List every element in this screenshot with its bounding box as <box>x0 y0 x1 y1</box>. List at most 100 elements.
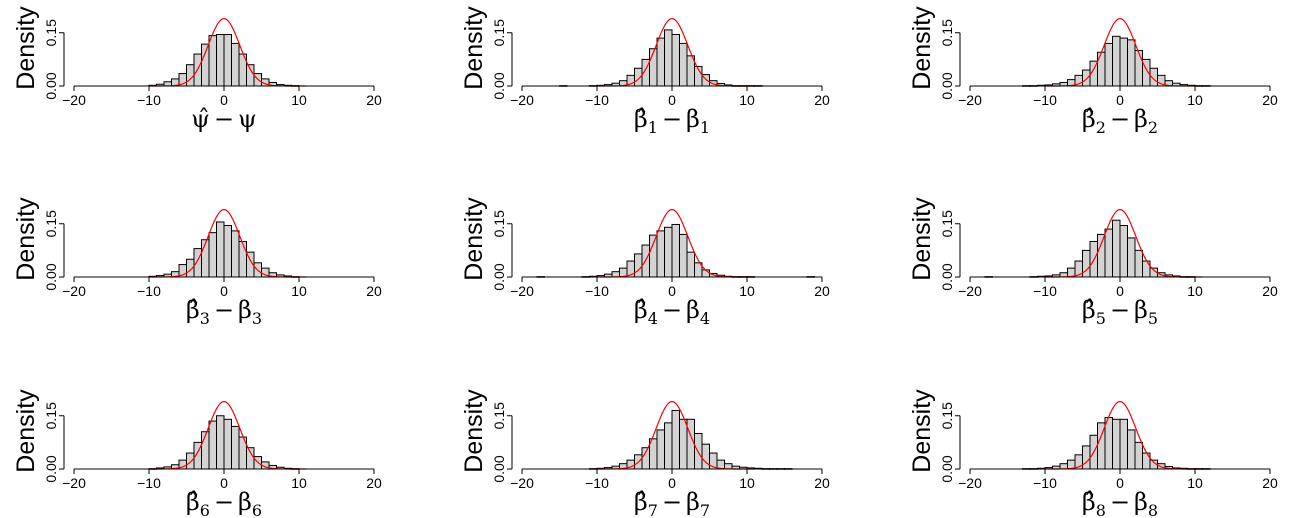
histogram-bar <box>679 233 688 278</box>
y-tick-label: 0.15 <box>939 19 955 46</box>
x-axis-label: β̂8− β8 <box>1082 488 1158 518</box>
histogram-bar <box>1104 228 1113 278</box>
histogram-bar <box>649 234 658 278</box>
histogram-bar <box>656 37 665 87</box>
x-axis-label: β̂5− β5 <box>1082 296 1158 328</box>
y-axis-label: Density <box>460 6 488 90</box>
y-axis: 0.00 0.15 <box>43 210 65 291</box>
histogram-bar <box>186 64 195 87</box>
x-axis-label: β̂1− β1 <box>634 105 710 137</box>
histogram-bar <box>1082 445 1091 470</box>
x-tick-label: 10 <box>1187 92 1203 108</box>
y-axis-label: Density <box>908 389 936 473</box>
y-tick-label: 0.00 <box>939 72 955 99</box>
x-tick-label: 10 <box>739 475 755 491</box>
histogram-bar <box>1112 35 1121 87</box>
histogram-bar <box>1127 237 1136 278</box>
histogram-bar <box>246 64 255 87</box>
y-tick-label: 0.00 <box>491 263 507 290</box>
x-axis-label: β̂3− β3 <box>186 296 262 328</box>
x-axis-label: β̂7− β7 <box>634 488 710 518</box>
y-tick-label: 0.15 <box>939 210 955 237</box>
y-tick-label: 0.00 <box>491 455 507 482</box>
histogram-bar <box>223 418 232 470</box>
histogram-bar <box>1119 37 1128 87</box>
histogram-bar <box>216 221 225 278</box>
y-tick-label: 0.15 <box>43 210 59 237</box>
y-tick-label: 0.00 <box>939 263 955 290</box>
y-axis: 0.00 0.15 <box>939 402 961 483</box>
x-tick-label: −10 <box>585 92 609 108</box>
x-tick-label: 0 <box>668 475 676 491</box>
x-tick-label: −10 <box>137 475 161 491</box>
y-axis: 0.00 0.15 <box>491 19 513 100</box>
histogram-bar <box>1134 249 1143 278</box>
histogram-bar <box>193 248 202 278</box>
y-tick-label: 0.00 <box>43 455 59 482</box>
histogram-bar <box>216 415 225 470</box>
y-axis: 0.00 0.15 <box>491 402 513 483</box>
histogram-bar <box>679 42 688 87</box>
histogram-bar <box>1112 219 1121 278</box>
x-tick-label: 10 <box>291 92 307 108</box>
x-axis-label: ψ̂ − ψ <box>191 105 257 133</box>
x-tick-label: 20 <box>814 92 830 108</box>
x-tick-label: 20 <box>366 92 382 108</box>
x-tick-label: 0 <box>1116 283 1124 299</box>
histogram-bar <box>223 225 232 278</box>
x-axis-label: β̂4− β4 <box>634 296 710 328</box>
histogram-bar <box>1104 417 1113 470</box>
y-axis: 0.00 0.15 <box>491 210 513 291</box>
x-tick-label: 0 <box>220 283 228 299</box>
histogram-bar <box>208 35 217 87</box>
histogram-bar <box>664 422 673 470</box>
y-tick-label: 0.00 <box>43 72 59 99</box>
histogram-bar <box>1127 39 1136 87</box>
x-tick-label: 10 <box>291 283 307 299</box>
y-tick-label: 0.15 <box>491 402 507 429</box>
histogram-bar <box>664 29 673 87</box>
x-tick-label: 0 <box>668 92 676 108</box>
x-tick-label: 0 <box>1116 92 1124 108</box>
y-tick-label: 0.00 <box>491 72 507 99</box>
x-axis: −20 −10 0 10 20 <box>958 85 1278 108</box>
y-axis: 0.00 0.15 <box>939 210 961 291</box>
histogram-bar <box>641 447 650 470</box>
histogram-bar <box>231 230 240 278</box>
histogram-bar <box>1119 225 1128 278</box>
histogram-bar <box>246 447 255 470</box>
x-tick-label: 20 <box>1262 283 1278 299</box>
histogram-bar <box>1127 429 1136 470</box>
x-tick-label: −10 <box>1033 92 1057 108</box>
x-axis: −20 −10 0 10 20 <box>62 85 382 108</box>
x-axis-label: β̂2− β2 <box>1082 105 1158 137</box>
histogram-bar <box>231 425 240 470</box>
x-tick-label: −20 <box>958 283 982 299</box>
histogram-bar <box>1082 69 1091 87</box>
histogram-bar <box>216 34 225 87</box>
y-tick-label: 0.15 <box>491 210 507 237</box>
histogram-bar <box>208 420 217 470</box>
histogram-bar <box>634 253 643 278</box>
x-tick-label: 0 <box>220 92 228 108</box>
x-tick-label: 20 <box>814 283 830 299</box>
y-tick-label: 0.15 <box>491 19 507 46</box>
histogram-bar <box>686 418 695 470</box>
histogram-bar <box>656 429 665 470</box>
x-axis: −20 −10 0 10 20 <box>510 276 830 299</box>
x-tick-label: 10 <box>1187 283 1203 299</box>
y-axis-label: Density <box>460 197 488 281</box>
x-tick-label: 20 <box>1262 475 1278 491</box>
y-tick-label: 0.15 <box>43 19 59 46</box>
histogram-bar <box>679 418 688 470</box>
histogram-bar <box>1119 418 1128 470</box>
histogram-bar <box>238 241 247 278</box>
